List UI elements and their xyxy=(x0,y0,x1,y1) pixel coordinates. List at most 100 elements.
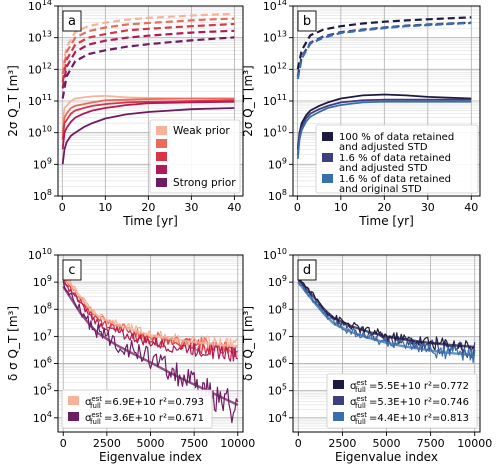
legend-label: σest full =4.4E+10 r²=0.813 xyxy=(350,411,469,426)
x-tick-label: 20 xyxy=(377,201,391,214)
legend-swatch xyxy=(68,412,79,421)
panel-b: 0 10 20 30 40 108 109 1010 1011 1012 1013 1014 Time … xyxy=(241,0,481,228)
x-tick-label: 0 xyxy=(294,201,301,214)
y-axis-label: δ σ Q_T [m³] xyxy=(6,306,20,381)
y-tick-label: 104 xyxy=(268,410,287,425)
x-tick-label: 7500 xyxy=(417,437,445,450)
y-tick-label: 1010 xyxy=(263,247,287,262)
y-tick-label: 107 xyxy=(268,328,287,343)
panel-c: 0 2500 5000 7500 10000 104 105 106 107 108 109 1010… xyxy=(6,247,255,464)
y-tick-label: 105 xyxy=(268,383,287,398)
y-axis-label: 2σ Q_T [m³] xyxy=(241,65,255,137)
y-tick-label: 1011 xyxy=(28,93,52,108)
y-tick-label: 106 xyxy=(33,356,52,371)
x-tick-label: 40 xyxy=(464,201,478,214)
y-tick-label: 1014 xyxy=(263,0,287,13)
legend-label: σest full =5.5E+10 r²=0.772 xyxy=(350,379,469,394)
panel-letter-box xyxy=(62,259,82,281)
x-tick-label: 5000 xyxy=(137,437,165,450)
x-tick-label: 40 xyxy=(227,201,241,214)
series-line xyxy=(61,36,235,99)
series-line xyxy=(61,95,235,124)
y-tick-label: 108 xyxy=(33,301,52,316)
panel-letter: a xyxy=(68,14,76,29)
legend-label: Strong prior xyxy=(173,177,236,189)
legend-swatch xyxy=(156,139,167,148)
series-line xyxy=(61,12,235,68)
legend-swatch xyxy=(322,174,333,183)
series-line xyxy=(62,285,239,406)
series-line xyxy=(297,274,476,352)
legend-label: 1.6 % of data retained xyxy=(339,174,451,185)
panel-letter-box xyxy=(297,259,317,281)
series-group xyxy=(296,16,472,159)
legend-label: σest full =3.6E+10 r²=0.671 xyxy=(85,411,204,426)
y-tick-label: 109 xyxy=(33,156,52,171)
series-line xyxy=(61,100,235,150)
x-tick-label: 7500 xyxy=(180,437,208,450)
series-line xyxy=(296,100,472,159)
legend-box xyxy=(61,389,213,429)
y-tick-label: 106 xyxy=(268,356,287,371)
y-tick-label: 104 xyxy=(33,410,52,425)
legend: 100 % of data retained and adjusted STD1… xyxy=(315,124,479,195)
y-tick-label: 105 xyxy=(33,383,52,398)
x-tick-label: 0 xyxy=(60,437,67,450)
x-tick-label: 10000 xyxy=(457,437,492,450)
y-tick-label: 1012 xyxy=(263,61,287,76)
y-tick-label: 1010 xyxy=(28,247,52,262)
x-tick-label: 10 xyxy=(334,201,348,214)
x-tick-label: 10 xyxy=(98,201,112,214)
x-axis-label: Time [yr] xyxy=(358,214,414,228)
legend-swatch xyxy=(322,132,333,141)
panel-d: 0 2500 5000 7500 10000 104 105 106 107 108 109 1010… xyxy=(241,247,492,464)
x-tick-label: 0 xyxy=(295,437,302,450)
x-axis-label: Time [yr] xyxy=(122,214,178,228)
legend-label: and adjusted STD xyxy=(339,163,428,174)
series-line xyxy=(62,274,238,348)
legend: Weak prior Strong prior xyxy=(149,119,241,194)
x-tick-label: 20 xyxy=(141,201,155,214)
x-tick-label: 2500 xyxy=(328,437,356,450)
y-tick-label: 109 xyxy=(268,156,287,171)
series-line xyxy=(296,21,472,80)
legend-swatch xyxy=(68,396,79,405)
legend-swatch xyxy=(333,412,344,421)
x-tick-label: 2500 xyxy=(93,437,121,450)
y-tick-label: 108 xyxy=(33,188,52,203)
series-line xyxy=(62,281,238,362)
legend-label: and adjusted STD xyxy=(339,142,428,153)
legend-label: σest full =6.9E+10 r²=0.793 xyxy=(85,395,204,410)
series-line xyxy=(297,281,475,357)
x-tick-label: 5000 xyxy=(373,437,401,450)
y-axis-label: δ σ Q_T [m³] xyxy=(241,306,255,381)
panel-letter: c xyxy=(68,263,75,278)
y-tick-label: 1013 xyxy=(263,30,287,45)
y-tick-label: 1014 xyxy=(28,0,52,13)
x-tick-label: 0 xyxy=(59,201,66,214)
legend-label: σest full =5.3E+10 r²=0.746 xyxy=(350,395,469,410)
legend-box xyxy=(315,124,479,194)
series-line xyxy=(61,97,235,133)
y-tick-label: 109 xyxy=(268,274,287,289)
x-axis-label: Eigenvalue index xyxy=(99,450,202,464)
legend-swatch xyxy=(156,152,167,161)
legend-box xyxy=(326,373,478,429)
panel-letter: d xyxy=(303,263,311,278)
series-line xyxy=(297,277,475,349)
y-tick-label: 1013 xyxy=(28,30,52,45)
series-line xyxy=(296,16,472,70)
legend-swatch xyxy=(333,396,344,405)
y-tick-label: 1011 xyxy=(263,93,287,108)
legend-label: 100 % of data retained xyxy=(339,132,454,143)
legend-swatch xyxy=(322,153,333,162)
series-group xyxy=(297,274,476,364)
legend-label: and original STD xyxy=(339,184,422,195)
legend-label: Weak prior xyxy=(173,125,230,137)
y-tick-label: 1010 xyxy=(28,125,52,140)
series-line xyxy=(296,98,472,155)
x-axis-label: Eigenvalue index xyxy=(335,450,438,464)
